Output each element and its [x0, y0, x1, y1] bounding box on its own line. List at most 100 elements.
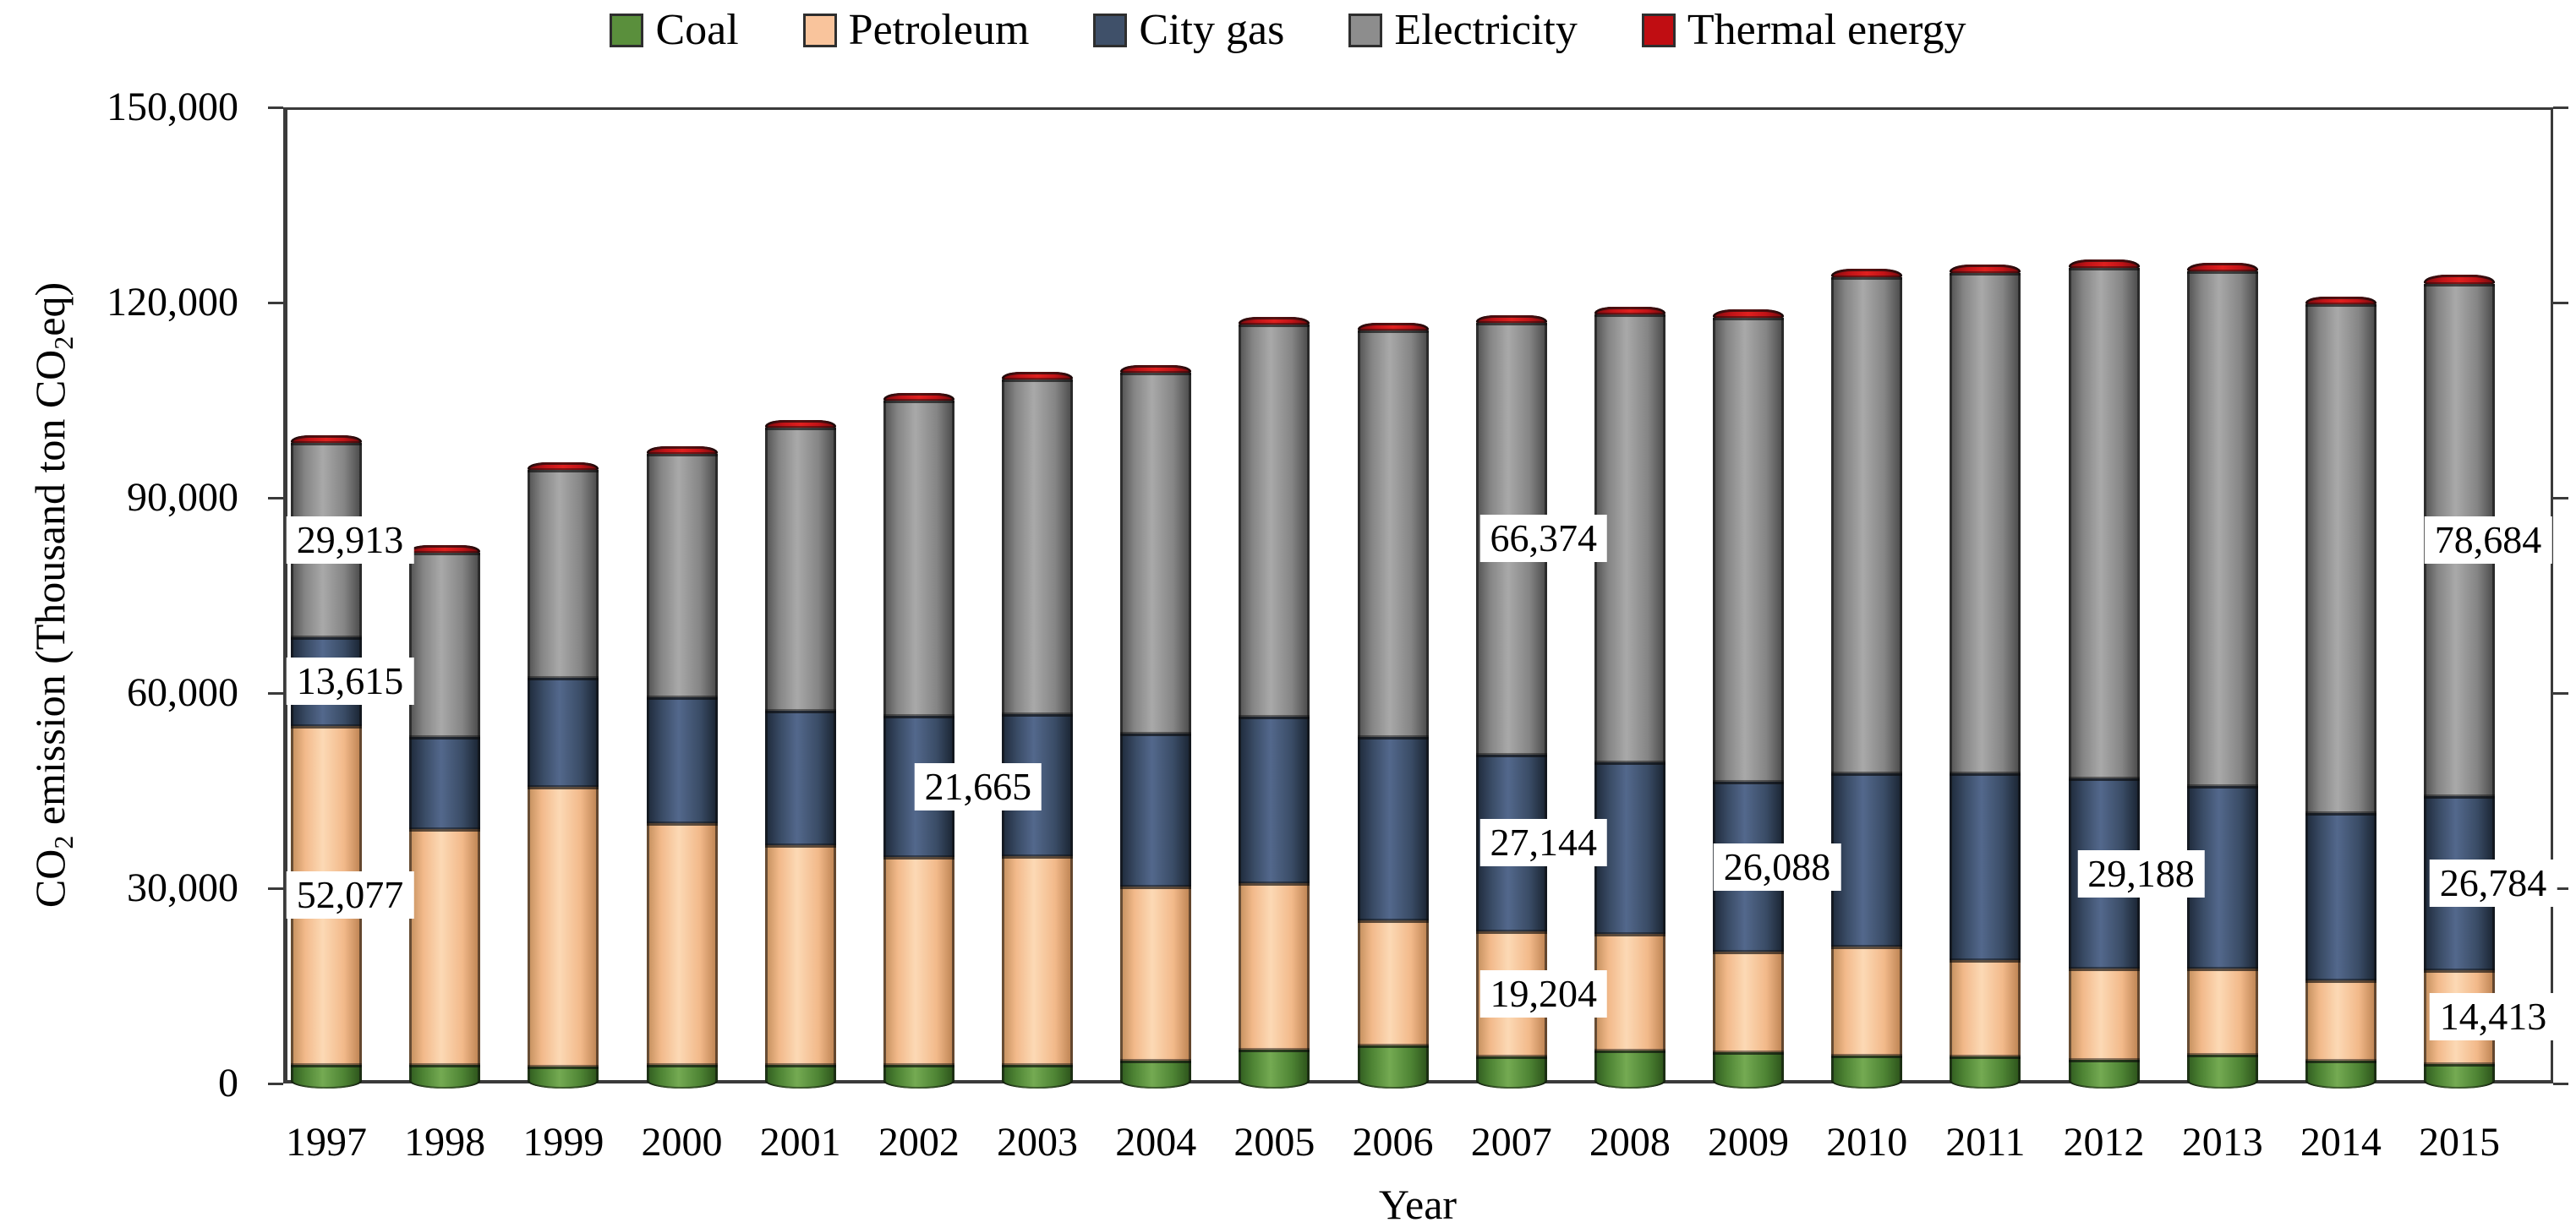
bar-segment-thermal-1997: [291, 434, 362, 443]
legend-swatch-electricity-icon: [1348, 13, 1383, 47]
bar-segment-petroleum-2014: [2305, 980, 2376, 1062]
bar-segment-petroleum-2013: [2186, 969, 2258, 1056]
legend-label-electricity: Electricity: [1394, 6, 1578, 54]
y-tick-mark: [268, 692, 283, 695]
y-tick-label: 60,000: [127, 670, 238, 715]
data-label-2007-city_gas: 27,144: [1479, 819, 1607, 867]
legend-swatch-thermal-icon: [1641, 13, 1676, 47]
x-year-label-1999: 1999: [522, 1120, 604, 1165]
bar-segment-electricity-2003: [1002, 379, 1074, 714]
y-tick-mark-right: [2553, 1083, 2568, 1085]
bar-segment-petroleum-1998: [409, 828, 481, 1066]
bar-segment-thermal-2004: [1120, 365, 1192, 374]
x-axis-title: Year: [1378, 1181, 1458, 1228]
y-tick-mark: [268, 302, 283, 304]
bar-segment-coal-2005: [1239, 1049, 1310, 1089]
bar-segment-electricity-2002: [883, 400, 954, 717]
bar-segment-city_gas-2005: [1239, 717, 1310, 883]
bar-segment-coal-2003: [1002, 1064, 1074, 1089]
bar-segment-petroleum-2005: [1239, 882, 1310, 1050]
bar-segment-coal-2012: [2068, 1059, 2140, 1089]
x-year-label-2012: 2012: [2063, 1120, 2145, 1165]
data-label-2002-city_gas: 21,665: [914, 762, 1042, 810]
bar-segment-thermal-2011: [1950, 265, 2021, 274]
y-axis-title: CO2 emission (Thousand ton CO2eq): [25, 282, 79, 908]
bar-segment-petroleum-2003: [1002, 856, 1074, 1065]
bar-segment-thermal-2014: [2305, 296, 2376, 305]
bar-segment-petroleum-2002: [883, 857, 954, 1065]
bar-segment-thermal-2000: [646, 445, 718, 454]
bar-segment-thermal-2015: [2424, 275, 2496, 284]
bar-segment-electricity-2000: [646, 453, 718, 698]
data-label-1997-petroleum: 52,077: [286, 871, 414, 920]
y-axis-title-text: emission (Thousand ton CO: [26, 349, 74, 836]
bar-segment-electricity-2011: [1950, 273, 2021, 774]
bar-segment-coal-2008: [1594, 1050, 1665, 1089]
x-year-label-2011: 2011: [1945, 1120, 2026, 1165]
bar-segment-petroleum-2010: [1831, 946, 1903, 1056]
bar-segment-city_gas-2010: [1831, 772, 1903, 947]
x-year-label-2003: 2003: [997, 1120, 1079, 1165]
bar-segment-coal-2004: [1120, 1061, 1192, 1089]
bar-segment-thermal-2012: [2068, 259, 2140, 269]
x-year-label-2009: 2009: [1708, 1120, 1790, 1165]
bar-segment-petroleum-2009: [1713, 951, 1785, 1053]
legend-swatch-petroleum-icon: [802, 13, 837, 47]
bar-segment-coal-2010: [1831, 1055, 1903, 1089]
bar-segment-electricity-2010: [1831, 276, 1903, 773]
x-year-label-2004: 2004: [1115, 1120, 1197, 1165]
data-label-1997-city_gas: 13,615: [286, 658, 414, 706]
bar-segment-thermal-2005: [1239, 317, 1310, 325]
y-axis-title-subscript: 2: [48, 336, 79, 350]
bar-segment-coal-2014: [2305, 1061, 2376, 1089]
data-label-2015-petroleum: 14,413: [2429, 993, 2557, 1041]
bar-segment-electricity-2004: [1120, 373, 1192, 734]
bar-segment-coal-2000: [646, 1065, 718, 1089]
bar-segment-petroleum-2012: [2068, 969, 2140, 1060]
y-tick-mark-right: [2553, 106, 2568, 109]
bar-segment-city_gas-1998: [409, 736, 481, 829]
bar-segment-coal-2011: [1950, 1056, 2021, 1089]
data-label-2007-electricity: 66,374: [1479, 515, 1607, 563]
y-tick-label: 90,000: [127, 475, 238, 520]
x-year-label-2002: 2002: [878, 1120, 960, 1165]
legend-swatch-coal-icon: [610, 13, 644, 47]
bar-segment-coal-1998: [409, 1065, 481, 1089]
bar-segment-thermal-2007: [1475, 314, 1547, 323]
x-year-label-2015: 2015: [2419, 1120, 2501, 1165]
bar-segment-electricity-2012: [2068, 268, 2140, 779]
bar-segment-city_gas-1999: [528, 678, 599, 787]
y-tick-mark: [268, 1083, 283, 1085]
data-label-1997-electricity: 29,913: [286, 516, 414, 564]
x-year-label-2013: 2013: [2181, 1120, 2263, 1165]
bar-segment-city_gas-2000: [646, 697, 718, 823]
legend: Coal Petroleum City gas Electricity Thermal …: [0, 5, 2576, 55]
data-label-2009-city_gas: 26,088: [1713, 843, 1841, 891]
legend-label-city_gas: City gas: [1139, 6, 1285, 54]
y-tick-label: 120,000: [107, 280, 238, 325]
x-year-label-2001: 2001: [759, 1120, 841, 1165]
bar-segment-petroleum-2001: [764, 845, 836, 1065]
bar-segment-electricity-2001: [764, 427, 836, 711]
bar-segment-coal-2001: [764, 1064, 836, 1089]
y-tick-mark-right: [2553, 302, 2568, 304]
bar-segment-coal-2009: [1713, 1052, 1785, 1089]
bar-segment-petroleum-2004: [1120, 886, 1192, 1062]
legend-item-electricity: Electricity: [1348, 5, 1578, 55]
bar-segment-coal-2006: [1357, 1045, 1429, 1089]
bar-segment-coal-2013: [2186, 1055, 2258, 1089]
bar-segment-electricity-2009: [1713, 317, 1785, 783]
bar-segment-thermal-2009: [1713, 309, 1785, 318]
x-year-label-2008: 2008: [1589, 1120, 1671, 1165]
legend-item-petroleum: Petroleum: [802, 5, 1029, 55]
y-tick-mark: [268, 887, 283, 890]
y-tick-mark: [268, 106, 283, 109]
y-tick-mark-right: [2553, 887, 2568, 890]
legend-item-city_gas: City gas: [1093, 5, 1284, 55]
y-tick-mark-right: [2553, 497, 2568, 499]
bar-segment-electricity-2006: [1357, 330, 1429, 738]
data-label-2007-petroleum: 19,204: [1479, 969, 1607, 1018]
bar-segment-thermal-2001: [764, 419, 836, 428]
x-year-label-1998: 1998: [404, 1120, 486, 1165]
x-year-label-2006: 2006: [1352, 1120, 1434, 1165]
